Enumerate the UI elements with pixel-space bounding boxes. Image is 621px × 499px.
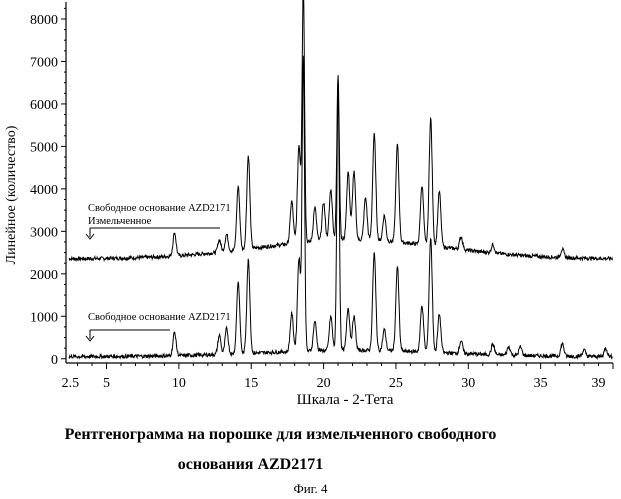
y-tick-label-3: 3000 — [30, 225, 58, 240]
x-tick-label-2: 10 — [172, 376, 186, 391]
y-tick-label-4: 4000 — [30, 183, 58, 198]
figure-label: Фиг. 4 — [0, 481, 621, 497]
x-axis-label: Шкала - 2-Тета — [297, 392, 394, 408]
x-tick-label-8: 39 — [592, 376, 606, 391]
caption-line-2: основания AZD2171 — [0, 456, 561, 474]
y-tick-label-8: 8000 — [30, 13, 58, 28]
x-tick-label-6: 30 — [461, 376, 475, 391]
y-tick-label-6: 6000 — [30, 98, 58, 113]
x-tick-label-5: 25 — [389, 376, 403, 391]
annotation-series-1-line2: Измельченное — [88, 216, 152, 227]
x-tick-label-7: 35 — [534, 376, 548, 391]
annotation-series-2-line1: Свободное основание AZD2171 — [88, 312, 231, 323]
y-tick-label-5: 5000 — [30, 140, 58, 155]
x-tick-label-1: 5 — [103, 376, 110, 391]
chart-annotations: Свободное основание AZD2171 Измельченное… — [86, 203, 231, 341]
x-tick-label-0: 2.5 — [62, 376, 80, 391]
xrd-chart: 0 1000 2000 3000 4000 5000 6000 7000 8000 2.5 5 10 1… — [0, 0, 621, 420]
caption-line-1: Рентгенограмма на порошке для измельченн… — [0, 426, 591, 444]
y-tick-label-7: 7000 — [30, 55, 58, 70]
y-tick-label-0: 0 — [51, 353, 58, 368]
y-tick-label-1: 1000 — [30, 310, 58, 325]
annotation-series-1-line1: Свободное основание AZD2171 — [88, 203, 231, 214]
x-tick-label-4: 20 — [317, 376, 331, 391]
chart-series — [69, 0, 613, 358]
y-axis-label: Линейное (количество) — [4, 125, 19, 264]
y-tick-label-2: 2000 — [30, 268, 58, 283]
x-tick-label-3: 15 — [244, 376, 258, 391]
chart-axes: 0 1000 2000 3000 4000 5000 6000 7000 8000 2.5 5 10 1… — [30, 2, 613, 391]
